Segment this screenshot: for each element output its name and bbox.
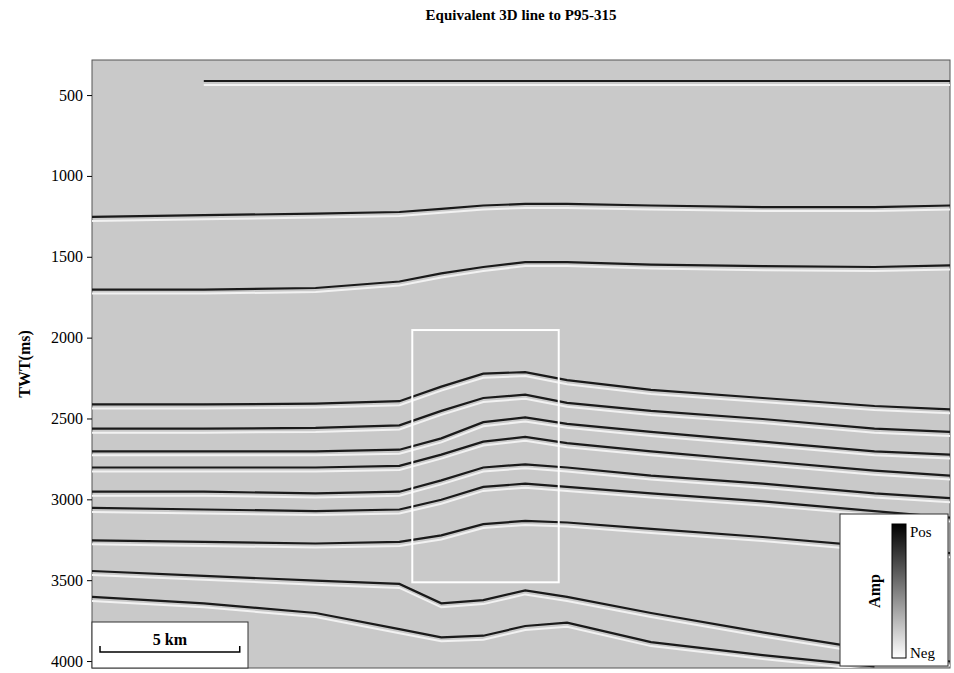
y-tick	[87, 338, 92, 339]
reflector	[92, 521, 950, 553]
plot-area	[92, 60, 950, 668]
y-tick-label: 3500	[51, 572, 83, 589]
colorbar-title: Amp	[866, 574, 884, 608]
reflector	[92, 484, 950, 518]
reflector	[92, 395, 950, 432]
y-axis-title: TWT(ms)	[16, 330, 34, 398]
reflector-trough	[92, 601, 875, 668]
scale-bar-label: 5 km	[153, 631, 188, 648]
reflector	[92, 464, 950, 498]
reflector-trough	[92, 421, 950, 458]
reflector-trough	[204, 84, 950, 86]
reflector	[92, 262, 950, 290]
y-tick-label: 500	[59, 87, 83, 104]
colorbar-label: Pos	[910, 524, 932, 540]
reflector	[204, 80, 950, 82]
highlight-box	[412, 330, 558, 582]
y-tick-label: 2000	[51, 329, 83, 346]
y-tick	[87, 499, 92, 500]
reflectors	[92, 81, 950, 668]
y-tick	[87, 176, 92, 177]
reflector-trough	[92, 575, 950, 666]
colorbar	[892, 524, 906, 658]
reflector-trough	[92, 488, 950, 522]
scale-bar-box	[92, 622, 248, 668]
colorbar-box	[840, 514, 948, 666]
reflector	[92, 417, 950, 454]
y-tick	[87, 257, 92, 258]
reflector-trough	[92, 468, 950, 502]
y-tick-label: 3000	[51, 491, 83, 508]
reflector	[92, 372, 950, 409]
reflector	[92, 204, 950, 217]
y-tick-label: 4000	[51, 653, 83, 670]
y-tick-label: 1500	[51, 248, 83, 265]
title: Equivalent 3D line to P95-315	[426, 7, 617, 23]
colorbar-label: Neg	[910, 645, 935, 661]
y-tick-label: 1000	[51, 167, 83, 184]
reflector-trough	[92, 441, 950, 480]
reflector	[92, 437, 950, 476]
y-tick	[87, 661, 92, 662]
y-tick	[87, 418, 92, 419]
y-tick	[87, 580, 92, 581]
y-tick-label: 2500	[51, 410, 83, 427]
y-tick	[87, 95, 92, 96]
